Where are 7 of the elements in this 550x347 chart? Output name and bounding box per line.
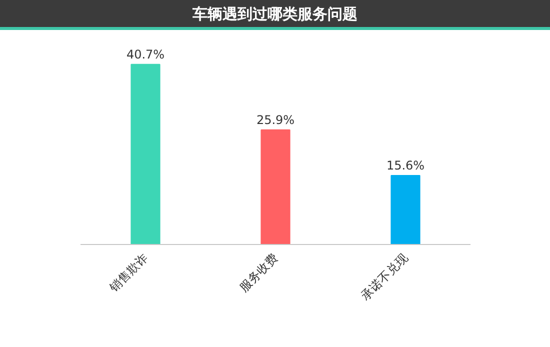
data-label: 25.9% <box>256 112 295 127</box>
data-label: 15.6% <box>386 158 425 172</box>
data-label: 40.7% <box>126 47 165 62</box>
x-tick-label: 服务收费 <box>236 250 280 294</box>
x-tick-label: 承诺不兑现 <box>358 250 410 303</box>
chart-title: 车辆遇到过哪类服务问题 <box>192 4 358 25</box>
x-tick-label: 销售欺诈 <box>106 250 150 296</box>
